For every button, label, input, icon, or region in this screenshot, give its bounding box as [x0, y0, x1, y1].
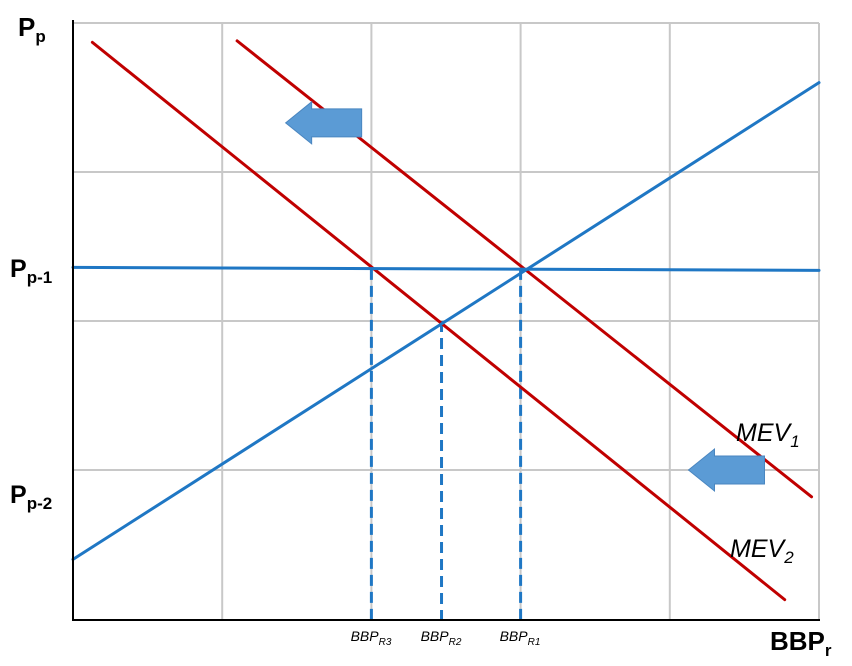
x-axis-title: BBPr — [770, 626, 832, 660]
curve-label-mev1: MEV1 — [736, 419, 800, 451]
x-tick-label-r2: BBPR2 — [421, 628, 462, 648]
y-tick-label-pp2: Pp-2 — [10, 481, 52, 513]
y-axis-title: Pp — [18, 12, 46, 46]
curve-line-3 — [71, 81, 821, 561]
curve-label-mev2: MEV2 — [730, 535, 794, 567]
x-tick-label-r3: BBPR3 — [351, 628, 392, 648]
axes — [72, 20, 820, 621]
grid — [73, 22, 820, 619]
shift-arrow-left-1 — [284, 100, 363, 145]
shift-arrow-left-2 — [687, 447, 765, 493]
curve-mev2 — [90, 40, 787, 602]
x-tick-label-r1: BBPR1 — [500, 628, 541, 648]
shift-arrows — [284, 100, 765, 493]
curve-line-4 — [71, 265, 821, 272]
drop-lines — [369, 268, 523, 619]
y-tick-label-pp1: Pp-1 — [10, 255, 52, 287]
